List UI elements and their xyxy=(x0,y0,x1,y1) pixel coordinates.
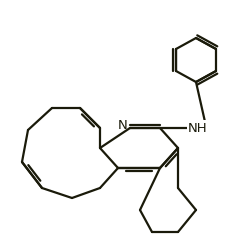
Text: NH: NH xyxy=(187,122,207,134)
Text: N: N xyxy=(118,119,127,132)
